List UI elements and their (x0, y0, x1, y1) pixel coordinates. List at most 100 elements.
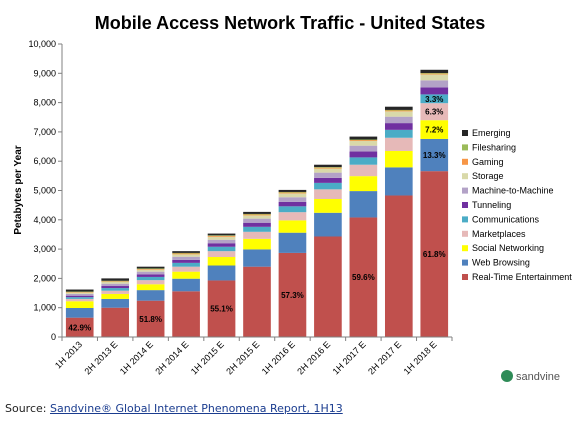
bar-segment (101, 298, 130, 308)
bar-segment (136, 269, 165, 272)
bars-group: 42.9% 51.8% 55.1% 57.3% 59.6% 61.8% 13.3% 7.2% 6… (65, 69, 449, 337)
x-tick-label: 2H 2014 E (153, 339, 190, 376)
y-tick-label: 6,000 (33, 156, 56, 166)
bar-segment (349, 140, 378, 141)
bar-segment (243, 213, 271, 215)
legend-label: Tunneling (472, 200, 511, 210)
bar-segment (243, 214, 271, 216)
bar-segment (101, 293, 130, 299)
bar-segment (384, 195, 413, 337)
bar-segment (314, 167, 342, 168)
bar-segment (278, 212, 307, 221)
data-label: 7.2% (425, 126, 443, 135)
legend-label: Communications (472, 214, 540, 224)
legend-label: Emerging (472, 128, 511, 138)
bar-segment (314, 236, 342, 337)
bar-segment (278, 201, 307, 207)
x-tick-label: 1H 2015 E (189, 339, 226, 376)
bar-segment (314, 167, 342, 169)
data-label: 42.9% (68, 323, 91, 332)
bar-segment (278, 193, 307, 198)
bar-segment (349, 217, 378, 337)
bar-segment (243, 249, 271, 267)
bar-segment (349, 136, 378, 140)
bar-segment (384, 111, 413, 117)
bar-segment (349, 157, 378, 165)
legend-swatch (462, 173, 468, 180)
data-label: 59.6% (352, 273, 375, 282)
y-tick-label: 3,000 (33, 244, 56, 254)
bar-segment (136, 284, 165, 291)
bar-segment (278, 220, 307, 233)
bar-segment (420, 103, 449, 121)
bar-segment (243, 222, 271, 227)
bar-segment (65, 297, 94, 299)
y-axis-title: Petabytes per Year (13, 145, 24, 234)
bar-segment (172, 259, 200, 263)
bar-segment (136, 280, 165, 285)
bar-segment (349, 164, 378, 177)
data-label: 51.8% (139, 315, 162, 324)
y-tick-label: 8,000 (33, 98, 56, 108)
bar-segment (101, 283, 130, 287)
bar-segment (243, 231, 271, 239)
bar-segment (420, 73, 449, 74)
bar-segment (207, 239, 236, 244)
source-link[interactable]: Sandvine® Global Internet Phenomena Repo… (49, 402, 343, 415)
bar-segment (207, 235, 236, 237)
legend-swatch (462, 158, 468, 165)
bar-segment (384, 129, 413, 138)
bar-segment (384, 150, 413, 168)
bar-segment (420, 138, 449, 172)
data-label: 55.1% (210, 305, 233, 314)
bar-segment (172, 291, 200, 337)
bar-segment (243, 238, 271, 250)
bar-segment (420, 87, 449, 95)
legend-swatch (462, 216, 468, 223)
bar-segment (278, 252, 307, 337)
bar-segment (172, 252, 200, 254)
bar-segment (243, 211, 271, 214)
bar-segment (207, 233, 236, 236)
bar-segment (101, 281, 130, 284)
y-tick-label: 0 (51, 332, 56, 342)
bar-segment (243, 226, 271, 232)
source-note: Source: Sandvine® Global Internet Phenom… (5, 402, 343, 415)
bar-segment (101, 280, 130, 282)
x-tick-label: 1H 2013 (53, 339, 84, 370)
bar-segment (243, 266, 271, 337)
bar-segment (172, 266, 200, 272)
bar-segment (314, 212, 342, 237)
bar-segment (420, 80, 449, 88)
bar-segment (349, 139, 378, 141)
bar-segment (136, 266, 165, 269)
bar-segment (65, 291, 94, 293)
sandvine-logo: sandvine (501, 370, 560, 383)
bar-segment (384, 106, 413, 110)
bar-segment (420, 74, 449, 81)
bar-segment (384, 137, 413, 151)
x-tick-label: 1H 2016 E (260, 339, 297, 376)
bar-segment (101, 288, 130, 291)
x-tick-label: 1H 2018 E (402, 339, 439, 376)
legend-swatch (462, 202, 468, 208)
x-tick-label: 2H 2017 E (366, 339, 403, 376)
bar-segment (314, 198, 342, 213)
y-tick-label: 4,000 (33, 215, 56, 225)
legend-label: Machine-to-Machine (472, 186, 554, 196)
bar-segment (136, 271, 165, 275)
bar-segment (314, 164, 342, 168)
bar-segment (207, 246, 236, 252)
bar-segment (136, 269, 165, 270)
bar-segment (278, 192, 307, 194)
bar-segment (314, 182, 342, 190)
bar-segment (136, 268, 165, 270)
bar-segment (384, 167, 413, 196)
bar-segment (207, 243, 236, 247)
legend-swatch (462, 230, 468, 237)
bar-segment (65, 317, 94, 337)
x-tick-label: 1H 2017 E (331, 339, 368, 376)
bar-segment (207, 257, 236, 266)
legend-label: Marketplaces (472, 229, 526, 239)
bar-segment (172, 254, 200, 257)
